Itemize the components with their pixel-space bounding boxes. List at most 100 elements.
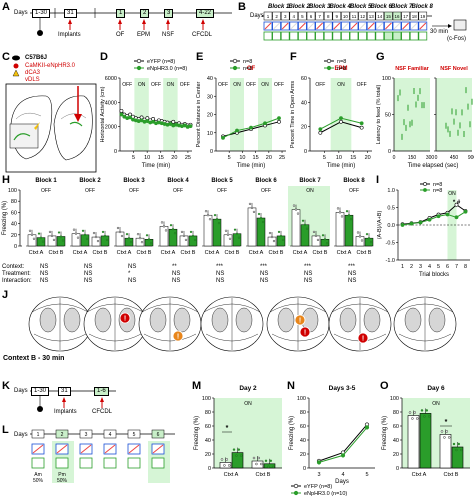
panel-e-halo-data-point [263,122,266,125]
panel-m-data-point [235,455,237,457]
panel-n-x-tick-label: 3 [317,472,320,478]
panel-h-stat-treatment: NS [216,271,224,278]
panel-h-stat-row-label: Treatment: [2,271,31,278]
panel-b-day-number: 15 [386,14,392,19]
panel-h-data-point [205,210,207,212]
panel-f-y-tick-label: 40 [301,100,307,106]
panel-h-data-point [306,228,308,230]
panel-h-bar [28,235,36,246]
panel-o-data-point [446,430,448,432]
context-b-icon [152,458,164,468]
panel-h-data-point [53,239,55,241]
panel-m-y-tick-label: 60 [205,424,211,430]
panel-b-day-number: 18 [412,14,418,19]
panel-d-x-label: Time (min) [142,163,170,169]
panel-h-block-title: Block 5 [211,178,233,184]
panel-m-y-tick-label: 40 [205,438,211,444]
panel-h-data-point [183,235,185,237]
panel-h-ctx-a-label: Ctxt A [293,250,308,256]
panel-n-x-label: Days [335,479,349,485]
context-b-icon [393,32,401,40]
panel-o-data-point [460,449,462,451]
context-b-icon [104,458,116,468]
panel-h-y-tick-label: 100 [8,188,17,194]
panel-h-data-point [128,237,130,239]
panel-d-y-label: Horizontal Activity (cm) [100,86,106,142]
panel-g-novel-x-tick-label: 450 [450,155,459,161]
panel-h-data-point [280,235,282,237]
panel-l-day-number: 1 [37,432,40,438]
panel-h-data-point [262,221,264,223]
panel-l-day-number: 5 [133,432,136,438]
context-b-icon [56,458,68,468]
panel-m-data-point [233,449,235,451]
panel-h-stat-context: *** [260,264,267,271]
panel-o-y-tick-label: 40 [393,438,399,444]
panel-h-light-label: OFF [349,188,359,194]
panel-i-x-tick-label: 5 [437,264,440,270]
panel-m-data-point [238,449,240,451]
panel-f-halo-data-point [360,122,363,125]
panel-h-data-point [302,220,304,222]
panel-h-data-point [126,233,128,235]
panel-h-data-point [346,210,348,212]
panel-e-x-tick-label: 25 [279,155,285,161]
panel-f-eyfp-data-point [360,126,363,129]
panel-f-epoch-label: OFF [357,82,367,88]
panel-i-chart: ON -1.0 -0.5 0.0 0.5 1.0 1 2 3 4 5 6 7 8 Trial blocks (… [376,176,474,286]
panel-o-y-tick-label: 60 [393,424,399,430]
panel-n-y-tick-label: 40 [300,438,306,444]
panel-h-data-point [60,236,62,238]
panel-i-y-label: (A-B)/(A+B) [377,211,383,240]
panel-e-x-label: Time (min) [237,163,265,169]
panel-h-data-point [348,214,350,216]
panel-h-data-point [31,234,33,236]
panel-h-data-point [192,235,194,237]
panel-n-y-tick-label: 100 [297,396,306,402]
panel-h-data-point [117,227,119,229]
panel-d-chart: OFF ON OFF ON OFF02000400060005 10 15 20 25Time … [100,56,196,176]
panel-n-y-tick-label: 60 [300,424,306,430]
panel-f-x-tick-label: 5 [323,155,326,161]
panel-e-halo-data-point [221,136,224,139]
panel-h-stat-context: NS [84,264,92,271]
panel-i-halo-data-point [419,221,422,224]
panel-o-data-point [448,436,450,438]
panel-f-x-tick-label: 20 [365,155,371,161]
panel-h-bar [57,236,65,246]
panel-h-data-point [104,235,106,237]
panel-k-box-2: 31 [58,387,71,396]
panel-h-data-point [238,237,240,239]
panel-n-chart: Days 3-5020406080100Freezing (%)3 4 5Dayse… [287,382,379,500]
arrow-right-icon [448,24,452,28]
panel-m-y-label: Freezing (%) [194,416,200,450]
context-b-icon [80,458,92,468]
brain-region [174,308,190,332]
panel-d-on-shade [134,78,148,151]
panel-o-data-point [416,418,418,420]
panel-o-data-point [428,415,430,417]
panel-o-light-label: ON [432,401,440,407]
panel-h-bar [189,236,197,246]
panel-h-ctx-a-label: Ctxt A [117,250,132,256]
panel-o-data-point [458,443,460,445]
panel-o-bar [420,413,431,468]
panel-h-light-label: ON [306,188,314,194]
panel-h-data-point [86,238,88,240]
panel-h-light-label: OFF [217,188,227,194]
panel-h-bar [116,232,124,246]
panel-h-data-point [102,231,104,233]
panel-i-halo-data-point [410,222,413,225]
panel-m-data-point [260,463,262,465]
panel-e-epoch-label: OFF [218,82,228,88]
panel-h-stat-interaction: NS [84,278,92,285]
panel-d-on-shade [163,78,177,151]
panel-h-data-point [190,231,192,233]
panel-o-x-label: Ctxt A [412,472,427,478]
panel-h-data-point [49,231,51,233]
panel-h-data-point [170,224,172,226]
panel-m-data-point [265,460,267,462]
panel-m-data-point [258,457,260,459]
panel-h-data-point [172,228,174,230]
panel-i-halo-data-point [437,215,440,218]
